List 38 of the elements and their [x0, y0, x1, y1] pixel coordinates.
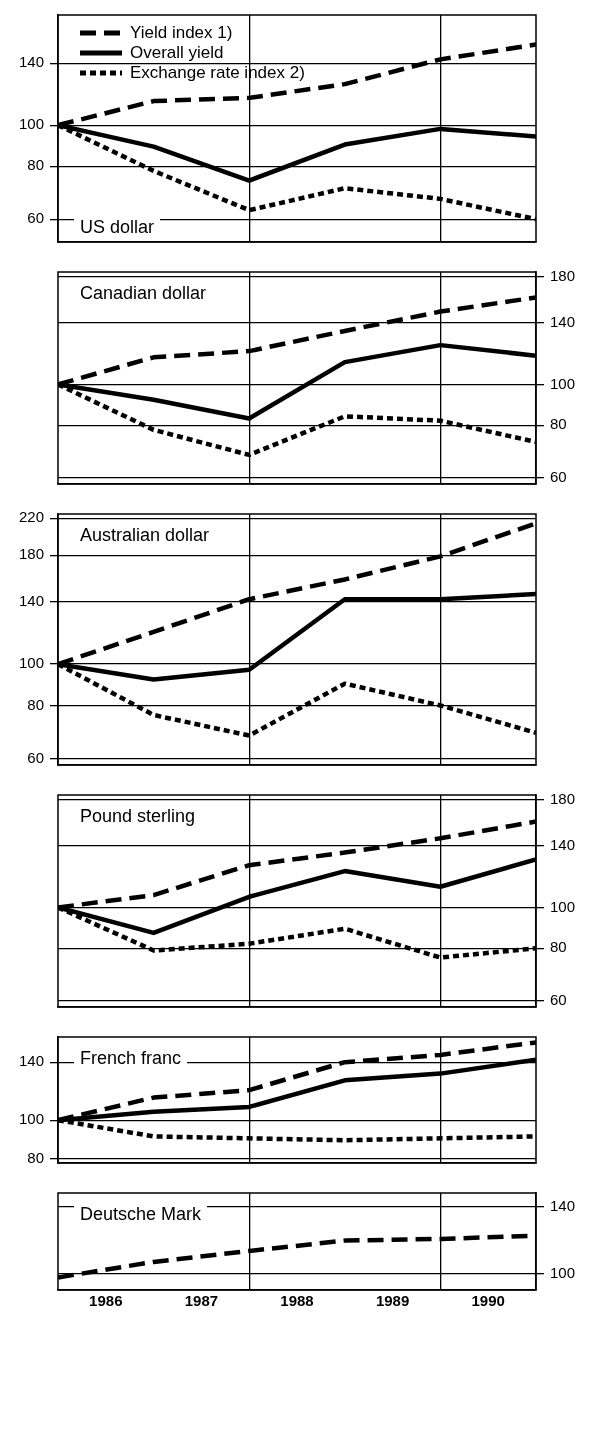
y-tick-label: 80: [27, 156, 44, 174]
text: US dollar: [80, 216, 155, 237]
text: French franc: [80, 1047, 182, 1068]
text: Pound sterling: [80, 805, 196, 826]
y2-tick-label: 140: [550, 1196, 576, 1214]
y-tick-label: 140: [18, 591, 44, 609]
y-tick-label: 140: [18, 1052, 44, 1070]
y2-tick-label: 140: [550, 836, 576, 854]
y-tick-label: 60: [27, 748, 44, 766]
x-tick-label: 1989: [375, 1292, 410, 1310]
y2-tick-label: 100: [550, 374, 576, 392]
y2-tick-label: 60: [550, 467, 567, 485]
y2-tick-label: 140: [550, 313, 576, 331]
text: Deutsche Mark: [80, 1203, 203, 1224]
y-tick-label: 100: [18, 115, 44, 133]
y-tick-label: 100: [18, 1110, 44, 1128]
y-tick-label: 140: [18, 53, 44, 71]
y-tick-label: 180: [18, 545, 44, 563]
y2-tick-label: 80: [550, 938, 567, 956]
y2-tick-label: 180: [550, 267, 576, 285]
x-tick-label: 1990: [471, 1292, 505, 1310]
y-tick-label: 80: [27, 695, 44, 713]
y2-tick-label: 60: [550, 990, 567, 1008]
x-tick-label: 1987: [184, 1292, 219, 1310]
y2-tick-label: 100: [550, 897, 576, 915]
legend-label: Overall yield: [130, 42, 224, 62]
y2-tick-label: 80: [550, 415, 567, 433]
legend-label: Yield index 1): [130, 22, 233, 42]
x-tick-label: 1986: [89, 1292, 123, 1310]
text: Australian dollar: [80, 524, 210, 545]
y2-tick-label: 100: [550, 1263, 576, 1281]
y-tick-label: 60: [27, 209, 44, 227]
x-tick-label: 1988: [280, 1292, 314, 1310]
y-tick-label: 100: [18, 654, 44, 672]
y-tick-label: 220: [18, 508, 44, 526]
y-tick-label: 80: [27, 1148, 44, 1166]
y2-tick-label: 180: [550, 790, 576, 808]
text: Canadian dollar: [80, 282, 207, 303]
